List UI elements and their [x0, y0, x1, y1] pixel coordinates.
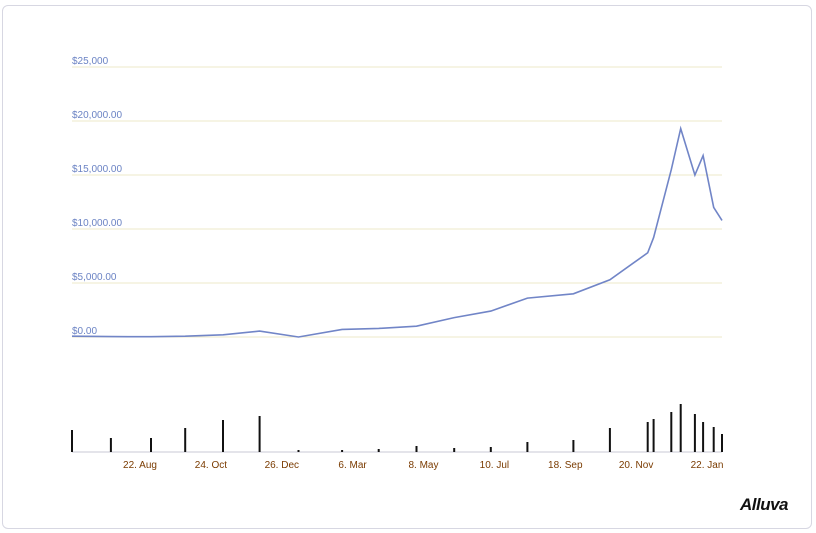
volume-bar — [109, 438, 112, 452]
volume-bar — [222, 420, 224, 452]
volume-bar — [258, 416, 261, 452]
volume-bar — [646, 422, 649, 452]
volume-bar — [670, 412, 673, 452]
volume-bar — [721, 434, 723, 452]
y-tick-label: $25,000 — [72, 56, 109, 67]
x-tick-label: 22. Aug — [123, 460, 157, 471]
x-tick-label: 26. Dec — [265, 460, 299, 471]
volume-bar — [341, 450, 344, 452]
y-tick-label: $15,000.00 — [72, 164, 122, 175]
volume-bar — [702, 422, 705, 452]
y-tick-label: $20,000.00 — [72, 110, 122, 121]
x-tick-label: 20. Nov — [619, 460, 653, 471]
volume-bar — [693, 414, 696, 452]
x-tick-label: 22. Jan — [691, 460, 724, 471]
volume-bar — [453, 448, 456, 452]
volume-bar — [415, 446, 418, 452]
volume-bar — [608, 428, 611, 452]
y-tick-label: $0.00 — [72, 326, 97, 337]
grid-lines — [72, 66, 722, 338]
x-axis-ticks: 22. Aug 24. Oct 26. Dec 6. Mar 8. May 10. Jul… — [123, 460, 723, 471]
volume-bar — [526, 442, 529, 452]
x-tick-label: 24. Oct — [195, 460, 227, 471]
volume-bar — [184, 428, 187, 452]
brand-logo: Alluva — [739, 495, 789, 514]
x-tick-label: 18. Sep — [548, 460, 583, 471]
volume-bar — [489, 447, 492, 452]
y-axis-ticks: $0.00 $5,000.00 $10,000.00 $15,000.00 $20,00… — [72, 56, 122, 337]
chart-frame — [2, 5, 812, 529]
volume-bar — [712, 427, 715, 452]
x-tick-label: 6. Mar — [338, 460, 367, 471]
volume-bar — [679, 404, 682, 452]
volume-bar — [71, 430, 73, 452]
volume-bar — [150, 438, 152, 452]
x-tick-label: 8. May — [408, 460, 438, 471]
y-tick-label: $10,000.00 — [72, 218, 122, 229]
y-tick-label: $5,000.00 — [72, 272, 117, 283]
volume-bar — [652, 419, 655, 452]
volume-bar — [377, 449, 380, 452]
volume-bar — [572, 440, 575, 452]
volume-bars — [71, 404, 723, 452]
volume-bar — [297, 450, 300, 452]
price-line-series — [71, 125, 723, 338]
x-tick-label: 10. Jul — [480, 460, 509, 471]
